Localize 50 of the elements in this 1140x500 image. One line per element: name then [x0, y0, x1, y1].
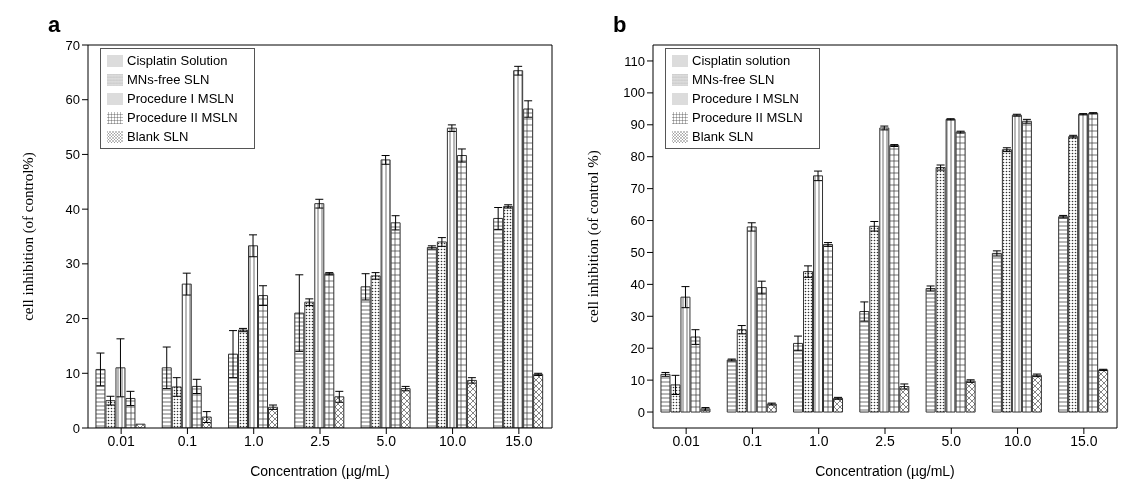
x-tick-label: 0.1: [742, 432, 763, 449]
y-tick-label: 50: [65, 147, 80, 163]
legend-label: Procedure I MSLN: [127, 91, 234, 106]
y-tick-label: 60: [65, 92, 80, 108]
y-tick-label: 70: [630, 181, 645, 197]
x-tick-label: 10.0: [438, 432, 467, 449]
x-tick-label: 15.0: [1070, 432, 1098, 449]
y-tick-label: 20: [65, 311, 80, 327]
legend-label: Procedure II MSLN: [692, 110, 803, 125]
legend-label: Procedure I MSLN: [692, 91, 799, 106]
x-tick-label: 10.0: [1003, 432, 1032, 449]
y-tick-label: 40: [65, 201, 80, 217]
legend-label: Blank SLN: [127, 129, 189, 144]
y-tick-label: 60: [630, 213, 645, 229]
y-tick-label: 100: [623, 85, 645, 101]
y-tick-label: 30: [630, 308, 645, 324]
y-tick-label: 80: [630, 149, 645, 165]
x-tick-label: 1.0: [243, 432, 264, 449]
x-tick-label: 2.5: [310, 432, 330, 449]
y-tick-label: 0: [72, 420, 80, 436]
x-tick-label: 5.0: [941, 432, 962, 449]
chart-title: a: [48, 12, 61, 38]
legend-label: Procedure II MSLN: [127, 110, 238, 125]
x-tick-label: 15.0: [505, 432, 533, 449]
y-tick-label: 10: [630, 372, 645, 388]
legend-label: Cisplatin Solution: [127, 53, 228, 68]
x-axis-title: Concentration (µg/mL): [815, 463, 955, 479]
y-axis-title: cell inhibition (of control%): [20, 152, 38, 321]
legend-label: Blank SLN: [692, 129, 754, 144]
chart-title: b: [613, 12, 627, 38]
legend-label: MNs-free SLN: [692, 72, 775, 87]
y-tick-label: 50: [630, 245, 645, 261]
y-tick-label: 10: [65, 365, 80, 381]
x-tick-label: 2.5: [875, 432, 895, 449]
y-tick-label: 110: [624, 53, 645, 69]
legend-label: Cisplatin solution: [692, 53, 791, 68]
y-axis-title: cell inhibition (of control %): [585, 150, 603, 323]
y-tick-label: 20: [630, 340, 645, 356]
x-tick-label: 1.0: [808, 432, 829, 449]
y-tick-label: 40: [630, 276, 645, 292]
y-tick-label: 30: [65, 256, 80, 272]
x-tick-label: 0.01: [107, 432, 135, 449]
x-tick-label: 0.1: [177, 432, 198, 449]
x-tick-label: 0.01: [672, 432, 700, 449]
x-tick-label: 5.0: [376, 432, 397, 449]
y-tick-label: 70: [65, 37, 80, 53]
y-tick-label: 0: [637, 404, 645, 420]
y-tick-label: 90: [630, 117, 645, 133]
x-axis-title: Concentration (µg/mL): [250, 463, 390, 479]
legend-label: MNs-free SLN: [127, 72, 210, 87]
